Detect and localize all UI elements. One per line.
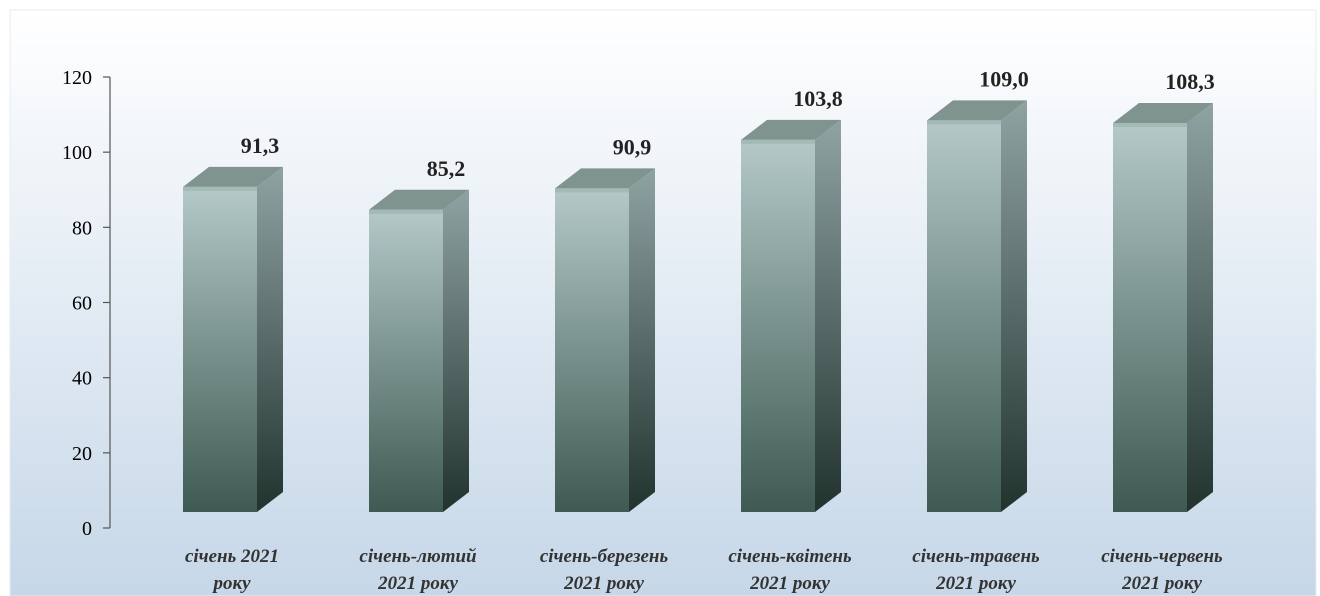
x-category-label: січень-квітень [728, 546, 852, 567]
bar-side [629, 168, 655, 512]
bar-side [815, 119, 841, 512]
x-category-label: 2021 року [749, 573, 830, 594]
y-axis-ticks: 0 20 40 60 80 100 120 [62, 67, 110, 540]
bar: 108,3 [1113, 69, 1215, 512]
x-category-label: року [211, 573, 251, 594]
bar-top-edge [555, 188, 629, 193]
x-category-label: 2021 року [563, 573, 644, 594]
x-category-label: січень-березень [540, 546, 669, 567]
bar-top [369, 189, 469, 210]
bar-top-edge [183, 186, 257, 191]
data-label: 103,8 [793, 86, 843, 111]
data-label: 90,9 [613, 134, 652, 159]
bar: 103,8 [741, 86, 843, 512]
bar-side [443, 189, 469, 513]
bar-top [183, 166, 283, 187]
bar-top [1113, 102, 1213, 123]
bar-top-edge [1113, 122, 1187, 127]
bar: 85,2 [369, 156, 469, 513]
bar-side [1187, 102, 1213, 512]
bar-front [555, 188, 629, 512]
x-category-label: 2021 року [935, 573, 1016, 594]
x-category-label: січень-лютий [359, 546, 476, 567]
x-category-label: січень-червень [1101, 546, 1223, 567]
y-tick-label: 120 [62, 67, 92, 89]
data-label: 108,3 [1165, 69, 1215, 94]
bar-top [555, 168, 655, 189]
bar-top-edge [927, 120, 1001, 125]
y-tick-label: 0 [82, 518, 92, 540]
bar-front [1113, 122, 1187, 512]
category-labels: січень 2021 року січень-лютий 2021 року січе… [185, 546, 1223, 594]
bar-front [369, 209, 443, 513]
bar: 109,0 [927, 66, 1029, 512]
bar: 90,9 [555, 134, 655, 512]
y-tick-label: 100 [62, 142, 92, 164]
x-category-label: 2021 року [1121, 573, 1202, 594]
y-tick-label: 60 [72, 293, 92, 315]
data-label: 91,3 [241, 133, 280, 158]
bar-side [257, 166, 283, 512]
bar-front [927, 120, 1001, 512]
bar-top [927, 100, 1027, 121]
bar-top-edge [741, 139, 815, 144]
bar-front [741, 139, 815, 512]
bar-top [741, 119, 841, 140]
x-category-label: січень-травень [912, 546, 1040, 567]
x-category-label: січень 2021 [185, 546, 279, 567]
x-category-label: 2021 року [377, 573, 458, 594]
bars: 91,3 85,2 90,9 103,8 109,0 108,3 [183, 66, 1215, 513]
bar-top-edge [369, 209, 443, 214]
y-tick-label: 40 [72, 368, 92, 390]
data-label: 109,0 [979, 66, 1029, 91]
bar-side [1001, 100, 1027, 512]
y-tick-label: 20 [72, 443, 92, 465]
y-tick-label: 80 [72, 217, 92, 239]
bar-front [183, 186, 257, 512]
data-label: 85,2 [427, 156, 466, 181]
bar: 91,3 [183, 133, 283, 512]
